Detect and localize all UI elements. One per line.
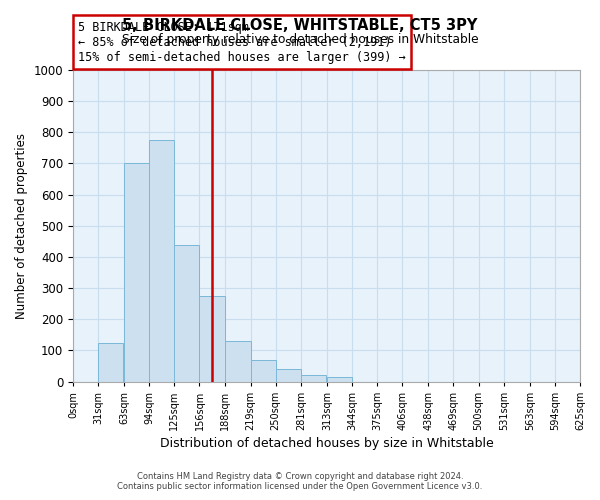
Bar xyxy=(226,341,251,382)
Bar xyxy=(149,140,175,382)
Text: Contains public sector information licensed under the Open Government Licence v3: Contains public sector information licen… xyxy=(118,482,482,491)
Bar xyxy=(327,377,352,382)
Text: Contains HM Land Registry data © Crown copyright and database right 2024.: Contains HM Land Registry data © Crown c… xyxy=(137,472,463,481)
Bar xyxy=(276,369,301,382)
Text: Size of property relative to detached houses in Whitstable: Size of property relative to detached ho… xyxy=(122,32,478,46)
Bar xyxy=(98,342,123,382)
Text: 5, BIRKDALE CLOSE, WHITSTABLE, CT5 3PY: 5, BIRKDALE CLOSE, WHITSTABLE, CT5 3PY xyxy=(122,18,478,32)
Bar xyxy=(251,360,276,382)
Bar xyxy=(301,375,326,382)
Y-axis label: Number of detached properties: Number of detached properties xyxy=(15,133,28,319)
Bar xyxy=(175,244,199,382)
Bar xyxy=(124,164,149,382)
Bar xyxy=(199,296,224,382)
Text: 5 BIRKDALE CLOSE: 171sqm
← 85% of detached houses are smaller (2,191)
15% of sem: 5 BIRKDALE CLOSE: 171sqm ← 85% of detach… xyxy=(78,21,406,64)
X-axis label: Distribution of detached houses by size in Whitstable: Distribution of detached houses by size … xyxy=(160,437,493,450)
